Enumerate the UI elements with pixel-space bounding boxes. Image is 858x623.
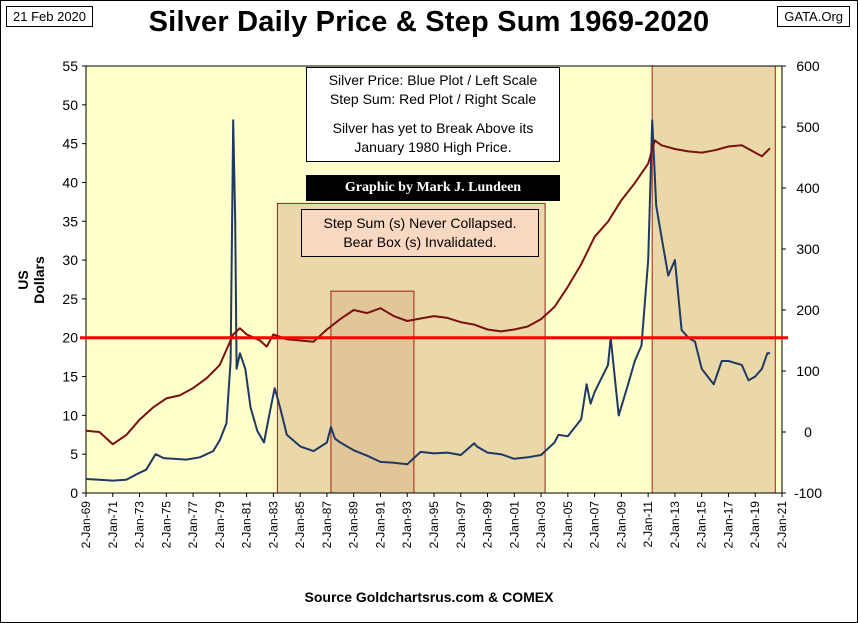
bear-box-note: Step Sum (s) Never Collapsed. Bear Box (… [301,209,539,257]
y-tick-label: 20 [62,330,78,346]
x-tick-label: 2-Jan-99 [481,501,495,549]
x-tick-label: 2-Jan-73 [133,501,147,549]
silver-price-line [85,119,770,482]
y-tick-label: 40 [62,174,78,190]
y-tick-label: 55 [62,58,78,74]
y2-tick-label: 300 [796,241,820,257]
legend-line-price: Silver Price: Blue Plot / Left Scale [328,72,538,88]
x-tick-label: 2-Jan-97 [454,501,468,549]
legend-box: Silver Price: Blue Plot / Left Scale Ste… [306,67,560,162]
x-tick-label: 2-Jan-19 [748,501,762,549]
x-tick-label: 2-Jan-81 [240,501,254,549]
x-tick-label: 2-Jan-07 [588,501,602,549]
y-tick-label: 5 [70,446,78,462]
x-tick-label: 2-Jan-11 [641,501,655,548]
note-line-1: Step Sum (s) Never Collapsed. [323,215,517,231]
y-tick-label: 10 [62,407,78,423]
y2-tick-label: 600 [796,58,820,74]
y-tick-label: 45 [62,136,78,152]
source-caption: Source Goldchartsrus.com & COMEX [304,589,554,605]
x-tick-label: 2-Jan-79 [213,501,227,549]
legend-line-note1: Silver has yet to Break Above its [332,120,534,136]
bear-box-2 [330,290,415,494]
legend-line-stepsum: Step Sum: Red Plot / Right Scale [329,91,537,107]
x-tick-label: 2-Jan-21 [775,501,789,549]
y-tick-label: 35 [62,213,78,229]
y2-tick-label: 400 [796,180,820,196]
y-tick-label: 0 [70,485,78,501]
x-tick-label: 2-Jan-13 [668,501,682,549]
y2-tick-label: 200 [796,302,820,318]
x-tick-label: 2-Jan-85 [293,501,307,549]
y2-tick-label: 0 [804,424,812,440]
step-sum-line [85,139,771,446]
y2-tick-label: 500 [796,119,820,135]
note-line-2: Bear Box (s) Invalidated. [343,234,497,250]
x-tick-label: 2-Jan-87 [320,501,334,549]
x-tick-label: 2-Jan-89 [347,501,361,549]
y2-tick-label: -100 [794,485,822,501]
x-tick-label: 2-Jan-03 [534,501,548,549]
y-tick-label: 25 [62,291,78,307]
y-axis-label: US Dollars [15,256,47,304]
x-tick-label: 2-Jan-93 [400,501,414,549]
site-label: GATA.Org [777,6,850,27]
x-tick-label: 2-Jan-75 [159,501,173,549]
chart-title: Silver Daily Price & Step Sum 1969-2020 [148,6,710,38]
x-tick-label: 2-Jan-77 [186,501,200,549]
legend-line-note2: January 1980 High Price. [354,139,512,155]
y2-tick-label: 100 [796,363,820,379]
x-tick-label: 2-Jan-71 [106,501,120,549]
y-tick-label: 15 [62,369,78,385]
x-tick-label: 2-Jan-17 [721,501,735,549]
date-label: 21 Feb 2020 [6,6,94,27]
x-tick-label: 2-Jan-05 [561,501,575,549]
x-tick-label: 2-Jan-69 [79,501,93,549]
y-tick-label: 50 [62,97,78,113]
y-tick-label: 30 [62,252,78,268]
x-tick-label: 2-Jan-15 [695,501,709,549]
x-tick-label: 2-Jan-95 [427,501,441,549]
bear-box-3 [651,65,776,494]
credit-banner: Graphic by Mark J. Lundeen [306,175,560,201]
x-tick-label: 2-Jan-83 [266,501,280,549]
x-tick-label: 2-Jan-01 [507,501,521,549]
x-tick-label: 2-Jan-09 [614,501,628,549]
x-tick-label: 2-Jan-91 [373,501,387,549]
